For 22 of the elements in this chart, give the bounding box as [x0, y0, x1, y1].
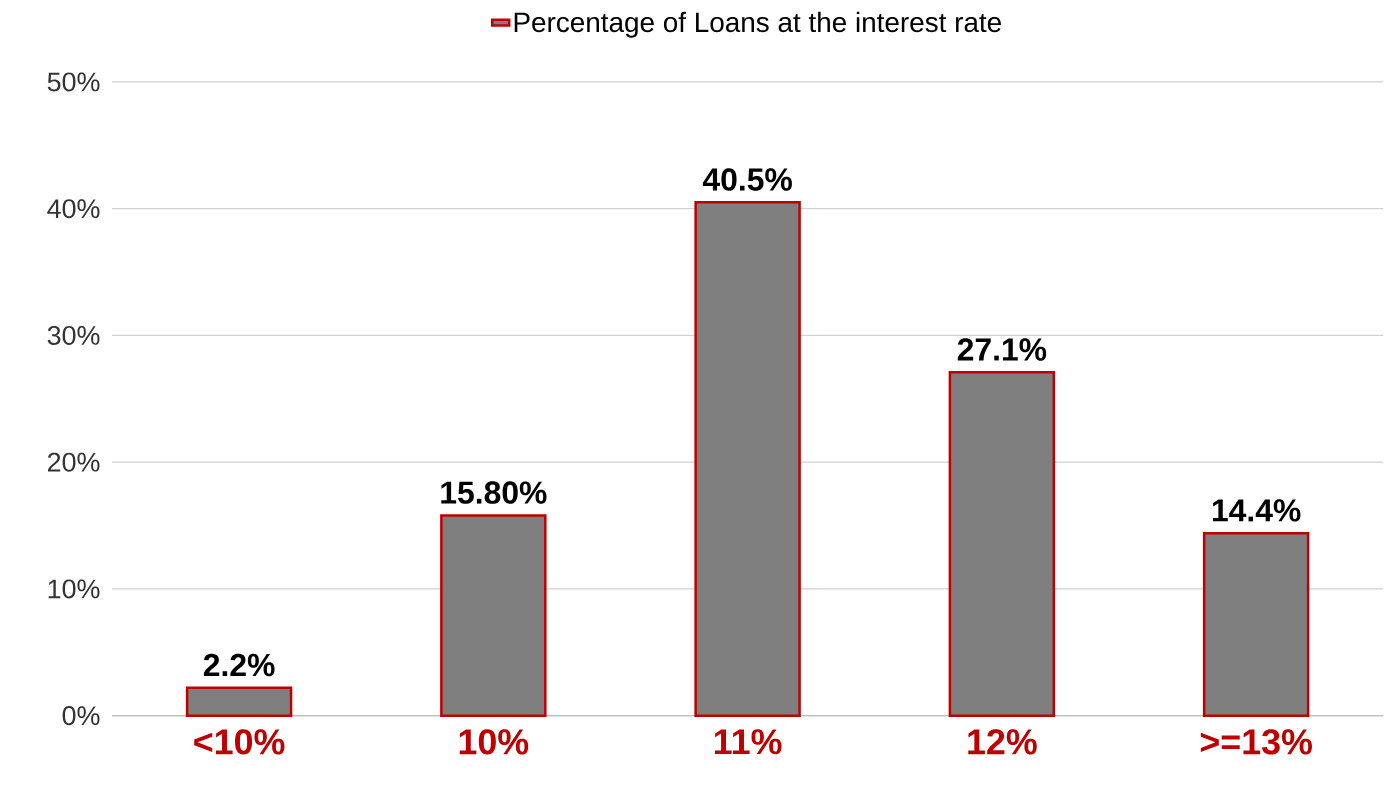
data-label: 15.80% — [441, 481, 547, 505]
x-tick-label: >=13% — [1200, 729, 1312, 755]
x-tick-label: 12% — [968, 729, 1037, 755]
y-tick-label: 10% — [48, 579, 100, 599]
bar — [694, 201, 801, 718]
y-tick-label: 20% — [47, 452, 100, 472]
bar — [1202, 532, 1310, 718]
y-tick-label: 50% — [47, 72, 100, 92]
y-tick-label: 40% — [47, 199, 100, 219]
y-tick-label: 30% — [47, 326, 100, 346]
bar — [185, 686, 293, 718]
data-label: 14.4% — [1212, 499, 1301, 522]
data-label: 2.2% — [203, 653, 275, 677]
data-label: 40.5% — [702, 168, 792, 192]
x-tick-label: 10% — [459, 729, 529, 755]
x-tick-label: <10% — [194, 729, 285, 755]
y-tick-label: 0% — [62, 706, 100, 726]
bar — [440, 514, 547, 718]
data-label: 27.1% — [957, 338, 1047, 361]
x-tick-label: 11% — [714, 729, 782, 755]
bar — [948, 371, 1056, 718]
legend-label: Percentage of Loans at the interest rate — [514, 11, 1001, 38]
